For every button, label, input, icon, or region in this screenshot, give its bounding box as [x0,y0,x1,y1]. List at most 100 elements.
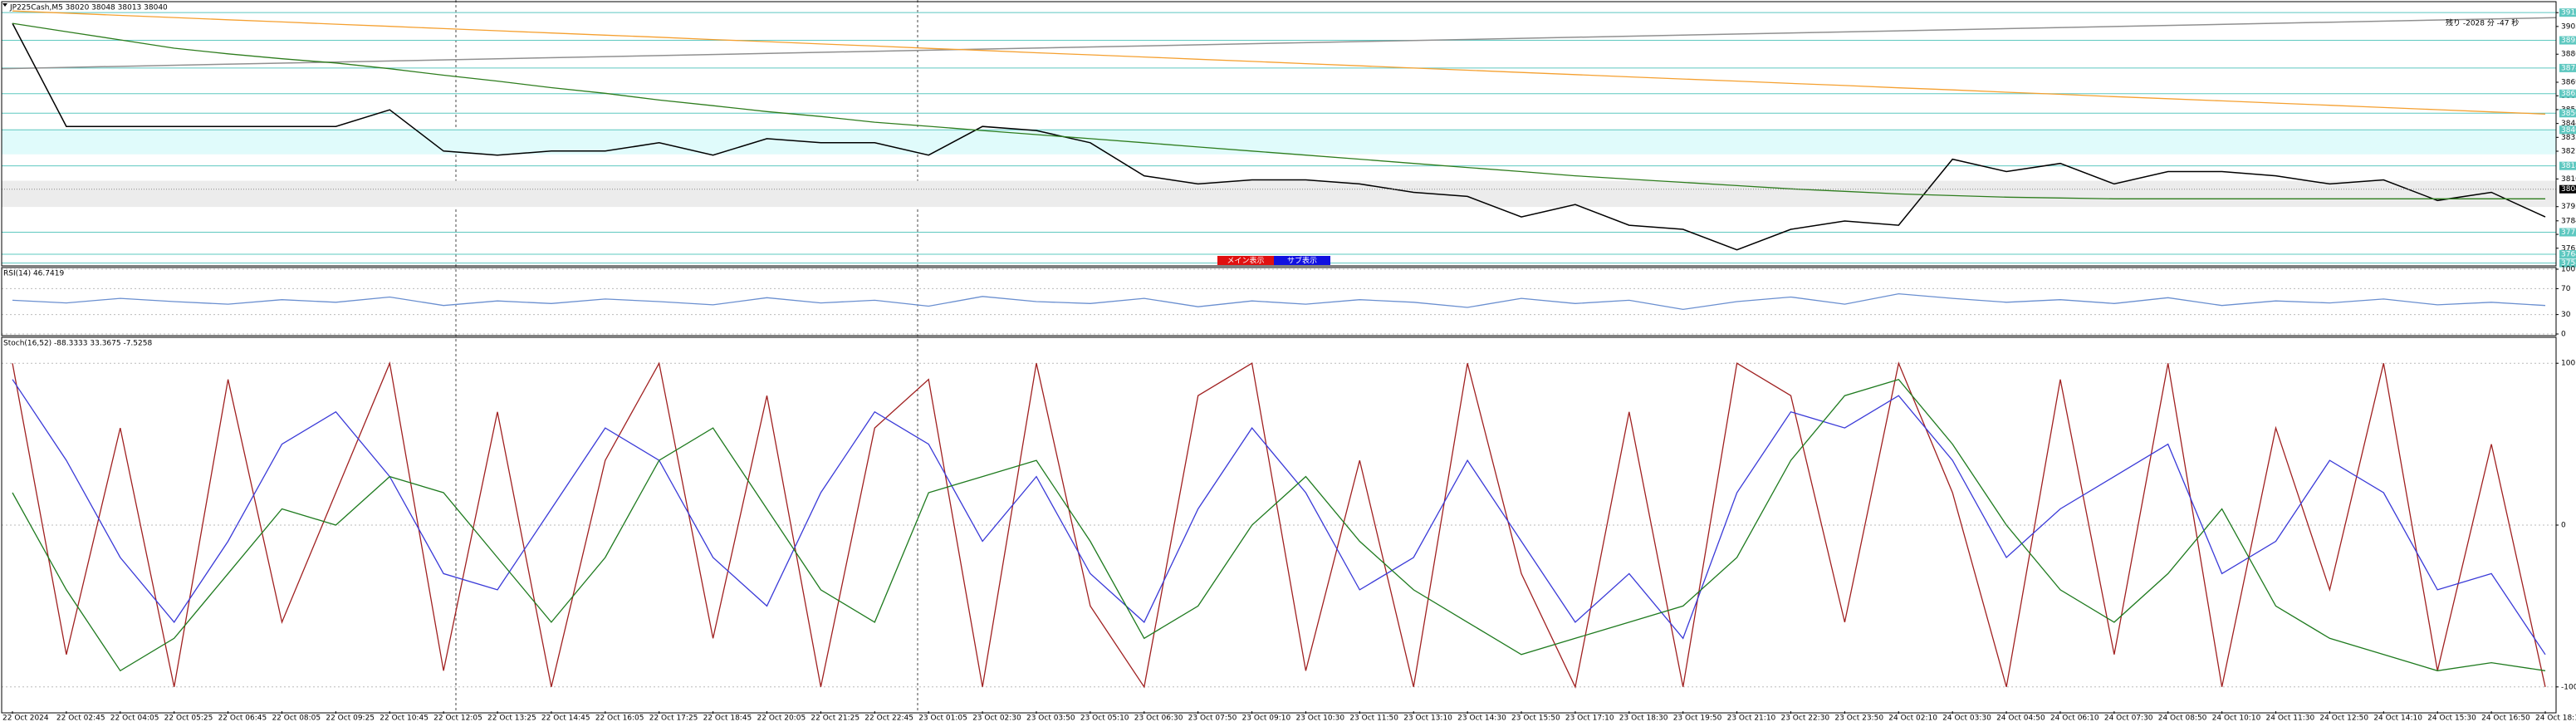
button-label: メイン表示 [1227,256,1264,266]
menu-arrow [2,3,7,7]
x-tick-label: 22 Oct 17:25 [649,715,698,722]
level-label-bg [2559,161,2576,170]
y-tick-label: 38868 [2561,51,2576,59]
series-line [12,378,2546,672]
x-tick-label: 24 Oct 18:10 [2535,715,2576,722]
x-tick-label: 24 Oct 15:30 [2427,715,2476,722]
y-tick-label: 38696 [2561,78,2576,86]
zone [2,130,2556,155]
series-line [12,361,2546,689]
panel-title: JP225Cash,M5 38020 38048 38013 38040 [9,4,168,12]
x-tick-label: 24 Oct 10:10 [2212,715,2261,722]
x-tick-label: 23 Oct 21:10 [1727,715,1776,722]
panel-frame [1,336,2557,714]
level-label-bg [2559,109,2576,118]
countdown: 残り -2028 分 -47 秒 [2446,18,2519,28]
x-tick-label: 22 Oct 20:05 [757,715,806,722]
level-label: 38626 [2561,90,2576,98]
y-tick-label: 100 [2561,266,2575,274]
x-tick-label: 23 Oct 09:10 [1242,715,1291,722]
y-tick-label: 0 [2561,331,2566,339]
x-tick-label: 24 Oct 04:50 [1996,715,2045,722]
x-tick-label: 22 Oct 13:25 [487,715,536,722]
current-price-label: 38040 [2561,185,2576,194]
x-tick-label: 22 Oct 12:05 [433,715,482,722]
y-tick-label: 38103 [2561,175,2576,184]
x-tick-label: 23 Oct 11:50 [1349,715,1398,722]
x-tick-label: 24 Oct 06:10 [2050,715,2099,722]
panel-title: Stoch(16,52) -88.3333 33.3675 -7.5258 [3,340,152,348]
level-label-bg [2559,250,2576,259]
toggle-button[interactable]: メイン表示 [1217,256,1274,266]
level-label: 37641 [2561,251,2576,259]
level-label-bg [2559,8,2576,17]
series-line [12,22,2546,251]
level-label-bg [2559,63,2576,72]
x-tick-label: 24 Oct 11:30 [2266,715,2315,722]
level-label-bg [2559,89,2576,98]
button-label: サブ表示 [1287,256,1317,266]
x-tick-label: 22 Oct 02:45 [56,715,105,722]
x-tick-label: 24 Oct 02:10 [1888,715,1937,722]
x-tick-label: 23 Oct 06:30 [1134,715,1183,722]
x-tick-label: 23 Oct 10:30 [1295,715,1344,722]
x-tick-label: 22 Oct 04:05 [110,715,159,722]
y-tick-label: -100 [2561,683,2576,691]
y-tick-label: 37846 [2561,217,2576,225]
x-tick-label: 22 Oct 06:45 [218,715,267,722]
y-tick-label: 70 [2561,285,2571,293]
y-tick-label: 0 [2561,522,2566,530]
toggle-button[interactable]: サブ表示 [1274,256,1330,266]
level-label-bg [2559,228,2576,237]
x-tick-label: 23 Oct 14:30 [1457,715,1506,722]
x-tick-label: 22 Oct 18:45 [703,715,752,722]
x-tick-label: 24 Oct 03:30 [1942,715,1991,722]
x-tick-label: 23 Oct 22:30 [1780,715,1829,722]
x-tick-label: 22 Oct 2024 [2,715,49,722]
x-tick-label: 22 Oct 05:25 [164,715,213,722]
x-tick-label: 24 Oct 12:50 [2319,715,2368,722]
x-tick-label: 23 Oct 18:30 [1619,715,1668,722]
panel-frame [1,267,2557,336]
series-line [12,22,2545,199]
x-tick-label: 23 Oct 15:50 [1511,715,1560,722]
x-tick-label: 24 Oct 07:30 [2104,715,2153,722]
trend-line [1,17,2557,70]
current-price-bg [2559,184,2576,194]
x-tick-label: 24 Oct 16:50 [2481,715,2530,722]
level-label: 37587 [2561,259,2576,268]
y-tick-label: 100 [2561,360,2575,368]
level-label: 39123 [2561,9,2576,17]
zone [2,180,2556,208]
x-tick-label: 23 Oct 17:10 [1565,715,1614,722]
x-tick-label: 23 Oct 07:50 [1188,715,1237,722]
level-label: 37776 [2561,228,2576,237]
x-tick-label: 23 Oct 05:10 [1080,715,1129,722]
x-tick-label: 22 Oct 10:45 [380,715,429,722]
level-label-bg [2559,125,2576,135]
y-tick-label: 38443 [2561,120,2576,128]
panel-frame [1,1,2557,267]
x-tick-label: 23 Oct 01:05 [918,715,967,722]
x-tick-label: 22 Oct 09:25 [326,715,375,722]
level-label: 38506 [2561,110,2576,118]
panel-title: RSI(14) 46.7419 [3,270,64,278]
y-tick-label: 37933 [2561,203,2576,211]
level-label: 38404 [2561,126,2576,135]
x-tick-label: 22 Oct 14:45 [541,715,590,722]
level-label-bg [2559,36,2576,45]
x-tick-label: 24 Oct 14:10 [2373,715,2422,722]
button-bg [1274,256,1330,265]
x-tick-label: 22 Oct 22:45 [864,715,913,722]
level-label-bg [2559,258,2576,268]
y-tick-label: 37678 [2561,244,2576,253]
series-line [12,379,2546,656]
x-tick-label: 23 Oct 03:50 [1026,715,1075,722]
series-line [12,10,2546,115]
x-tick-label: 23 Oct 13:10 [1403,715,1452,722]
x-tick-label: 22 Oct 08:05 [272,715,321,722]
x-tick-label: 24 Oct 08:50 [2158,715,2207,722]
